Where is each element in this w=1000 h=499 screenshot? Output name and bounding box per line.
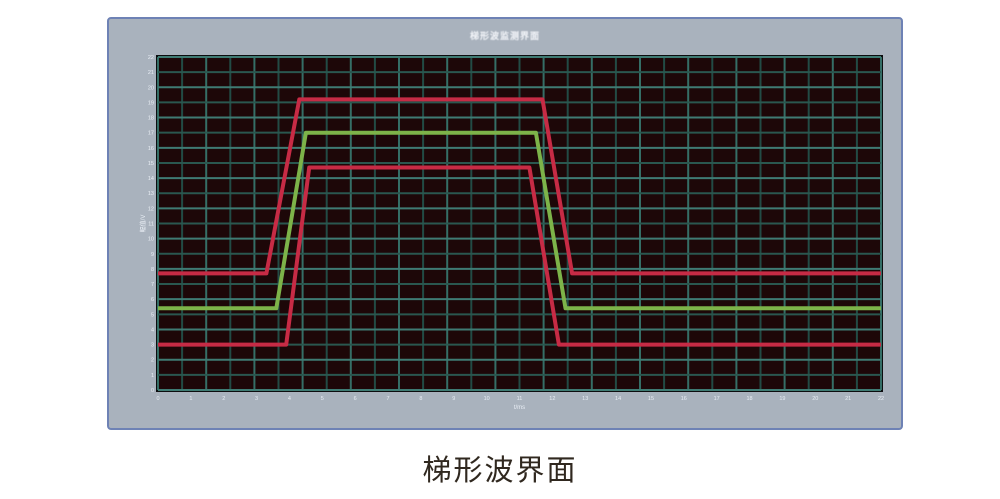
svg-text:14: 14 <box>148 176 154 182</box>
series-line-signal-green <box>158 130 881 311</box>
svg-text:10: 10 <box>484 396 490 402</box>
svg-text:4: 4 <box>288 396 291 402</box>
svg-text:9: 9 <box>452 396 455 402</box>
series-line-lower-limit-red <box>158 165 881 347</box>
svg-text:5: 5 <box>151 312 154 318</box>
svg-text:16: 16 <box>148 146 154 152</box>
window-title: 梯形波监测界面 <box>469 31 540 41</box>
waveform-chart: 0 1 2 3 4 5 6 7 8 9 10 11 12 13 14 15 16 17 18 19 20 21 22 0 1 2 3… <box>109 19 901 428</box>
svg-text:6: 6 <box>151 297 154 303</box>
svg-text:2: 2 <box>222 396 225 402</box>
waveform-chart-svg: 0 1 2 3 4 5 6 7 8 9 10 11 12 13 14 15 16 17 18 19 20 21 220123… <box>139 55 884 411</box>
y-axis-label: 幅值/V <box>139 215 147 233</box>
svg-text:13: 13 <box>582 396 588 402</box>
svg-text:5: 5 <box>321 396 324 402</box>
grid-lines <box>157 56 882 391</box>
x-axis-label: t/ms <box>514 405 525 411</box>
svg-text:3: 3 <box>255 396 258 402</box>
waveform-window: 梯形波监测界面 0 1 2 3 4 5 6 7 8 9 10 11 12 13 14 15 16 17 18 19 20… <box>107 17 903 430</box>
svg-text:0: 0 <box>151 388 154 394</box>
svg-text:19: 19 <box>779 396 785 402</box>
svg-text:13: 13 <box>148 191 154 197</box>
svg-text:10: 10 <box>148 237 154 243</box>
svg-text:2: 2 <box>151 358 154 364</box>
svg-text:17: 17 <box>714 396 720 402</box>
svg-text:20: 20 <box>148 85 154 91</box>
svg-text:9: 9 <box>151 252 154 258</box>
svg-text:19: 19 <box>148 100 154 106</box>
svg-text:4: 4 <box>151 327 154 333</box>
svg-text:8: 8 <box>419 396 422 402</box>
svg-text:16: 16 <box>681 396 687 402</box>
svg-text:12: 12 <box>148 206 154 212</box>
svg-text:0: 0 <box>156 396 159 402</box>
figure-caption: 梯形波界面 <box>422 455 578 487</box>
svg-text:1: 1 <box>189 396 192 402</box>
svg-text:11: 11 <box>517 396 523 402</box>
svg-text:17: 17 <box>148 131 154 137</box>
x-tick-labels: 0 1 2 3 4 5 6 7 8 9 10 11 12 13 14 15 16 17 18 19 20 21 22 <box>156 396 884 402</box>
svg-text:21: 21 <box>845 396 851 402</box>
svg-text:7: 7 <box>151 282 154 288</box>
svg-text:1: 1 <box>151 373 154 379</box>
svg-text:11: 11 <box>148 222 154 228</box>
series-line-upper-limit-red <box>158 97 881 276</box>
svg-text:12: 12 <box>549 396 555 402</box>
svg-text:8: 8 <box>151 267 154 273</box>
svg-text:22: 22 <box>878 396 884 402</box>
svg-text:15: 15 <box>148 161 154 167</box>
svg-text:18: 18 <box>148 116 154 122</box>
svg-text:14: 14 <box>615 396 621 402</box>
svg-text:21: 21 <box>148 70 154 76</box>
svg-text:6: 6 <box>354 396 357 402</box>
svg-text:3: 3 <box>151 343 154 349</box>
svg-text:7: 7 <box>387 396 390 402</box>
svg-text:20: 20 <box>812 396 818 402</box>
svg-text:18: 18 <box>746 396 752 402</box>
svg-text:15: 15 <box>648 396 654 402</box>
svg-text:22: 22 <box>148 55 154 61</box>
